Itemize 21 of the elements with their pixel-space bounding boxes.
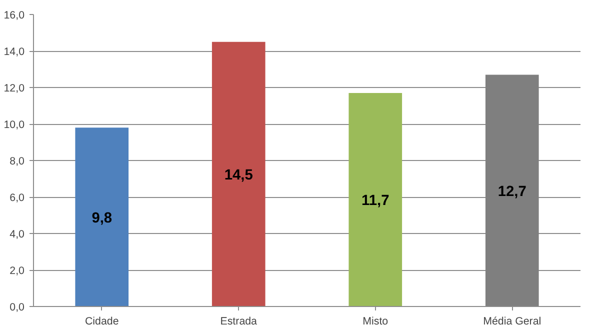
y-tick-label: 10,0 (4, 119, 25, 131)
data-label: 9,8 (92, 210, 112, 227)
x-tick-label: Estrada (220, 316, 258, 328)
y-tick-label: 14,0 (4, 46, 25, 58)
y-tick-label: 4,0 (10, 228, 25, 240)
x-tick-label: Misto (362, 316, 388, 328)
bar (348, 92, 402, 306)
y-tick-label: 8,0 (10, 156, 25, 168)
data-label: 14,5 (224, 168, 253, 184)
y-tick-label: 2,0 (10, 265, 25, 277)
y-tick-label: 12,0 (4, 82, 25, 94)
bar (212, 42, 266, 306)
y-tick-label: 16,0 (4, 10, 25, 22)
x-tick-label: Média Geral (483, 316, 542, 328)
data-label: 11,7 (362, 193, 390, 210)
data-label: 12,7 (498, 184, 526, 200)
bar (485, 74, 539, 306)
y-tick-label: 0,0 (10, 302, 25, 314)
x-tick-label: Cidade (84, 316, 119, 328)
y-tick-label: 6,0 (10, 192, 25, 204)
bar (75, 128, 129, 306)
